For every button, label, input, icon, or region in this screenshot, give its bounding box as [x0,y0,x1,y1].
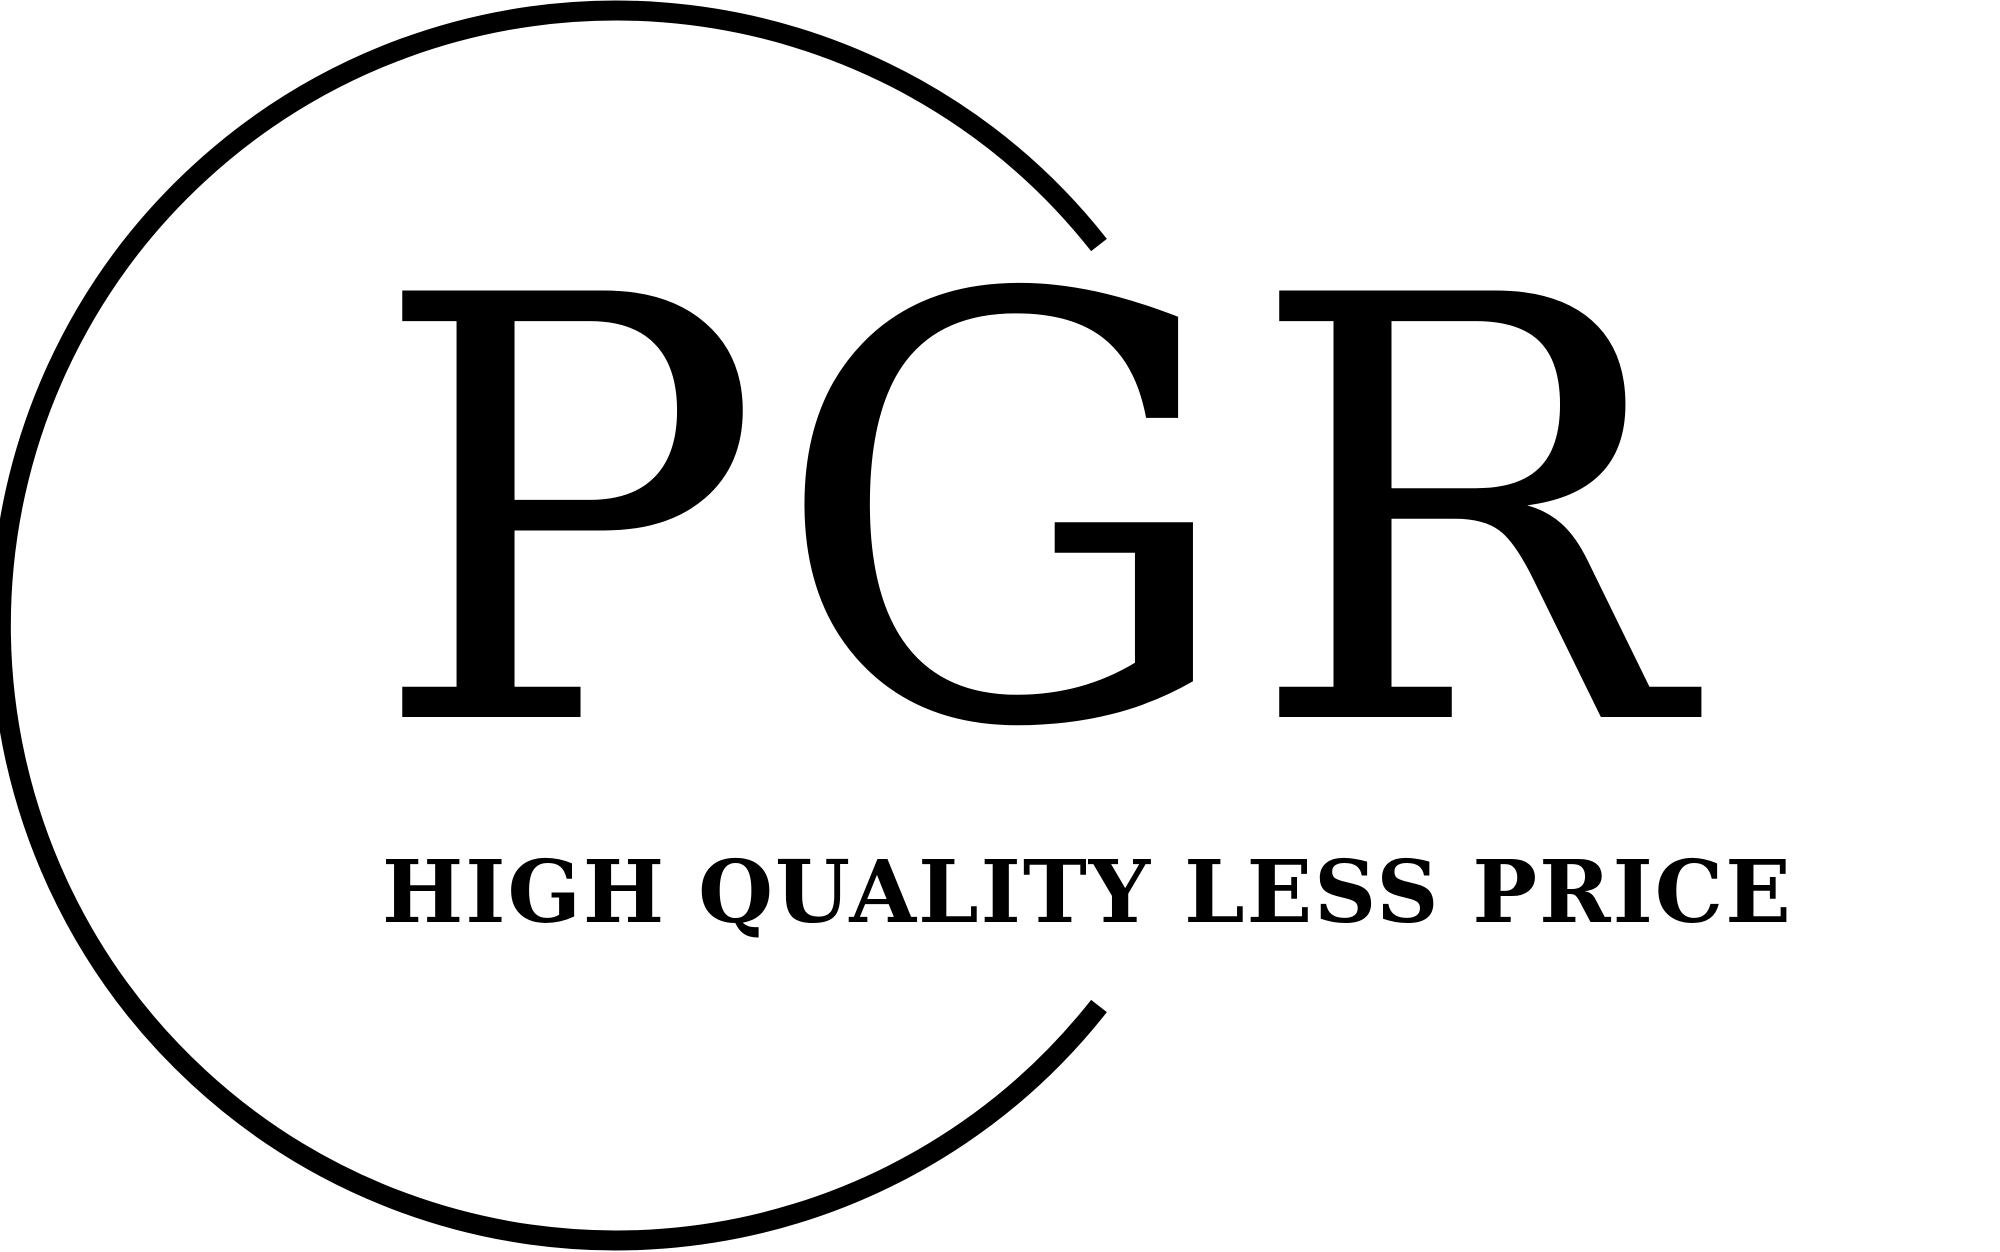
monogram-letter-p: P [370,174,772,855]
tagline: HIGH QUALITY LESS PRICE [382,842,1793,943]
monogram: P G R [370,174,1687,855]
monogram-letter-g: G [771,174,1247,855]
monogram-letter-r: R [1246,174,1696,855]
